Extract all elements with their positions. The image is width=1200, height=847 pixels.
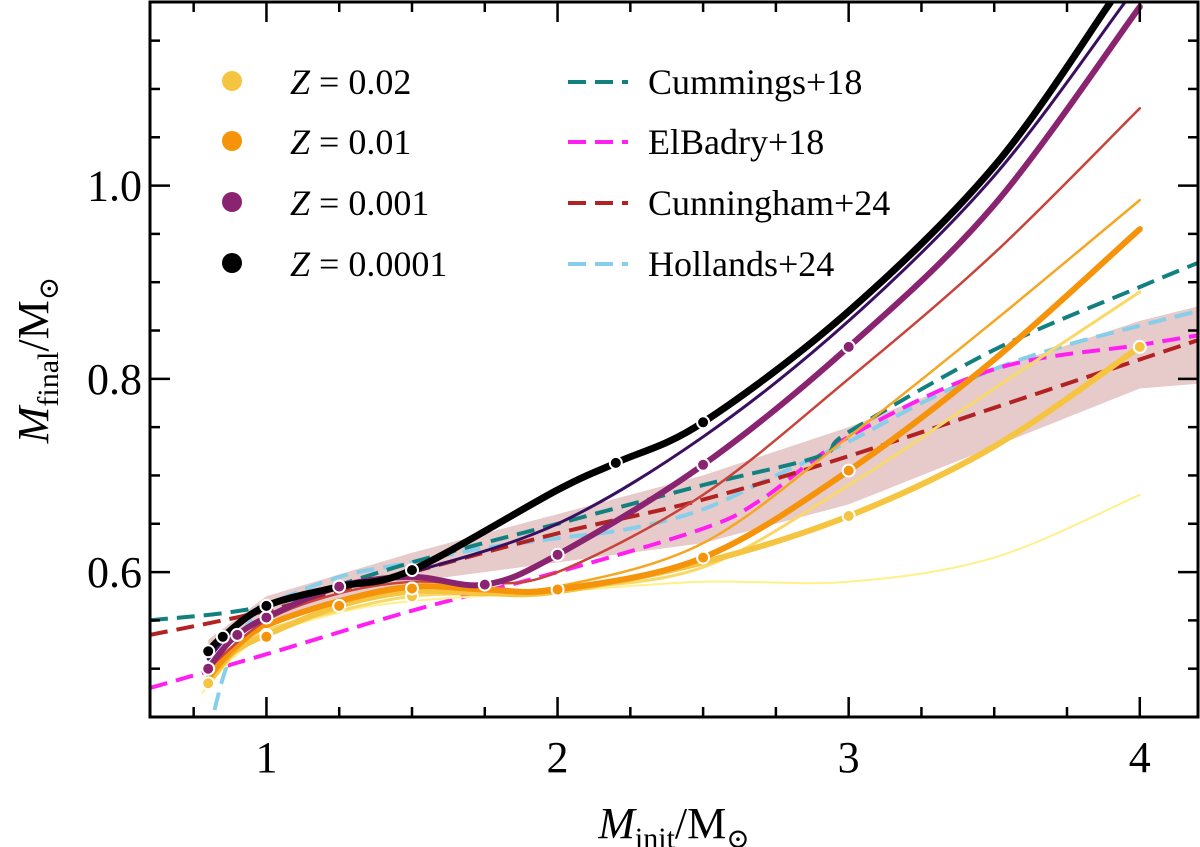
series-line-z-0-001 [205, 3, 1143, 672]
legend-label-cunningham-24: Cunningham+24 [648, 183, 890, 223]
marker-z-0-01 [550, 582, 565, 597]
marker-z-0-01 [332, 598, 347, 613]
y-tick-label: 0.8 [87, 355, 142, 404]
legend-label-z-0-01: Z = 0.01 [290, 122, 411, 162]
marker-z-0-0001 [608, 455, 623, 470]
marker-z-0-01 [259, 629, 274, 644]
marker-z-0-0001 [215, 629, 230, 644]
y-tick-label: 1.0 [87, 162, 142, 211]
marker-z-0-02 [841, 509, 856, 523]
series-line-hollands-24 [210, 309, 1198, 717]
marker-z-0-001 [841, 339, 856, 354]
marker-z-0-001 [259, 610, 274, 625]
legend: Z = 0.02 Z = 0.01 Z = 0.001 Z = 0.0001 Cummi… [222, 62, 890, 284]
marker-z-0-001 [696, 457, 711, 472]
x-tick-label: 2 [547, 733, 569, 782]
legend-marker-z-0-02 [222, 71, 242, 91]
model-lines-layer [201, 2, 1143, 694]
marker-z-0-001 [550, 547, 565, 562]
legend-marker-z-0-01 [222, 131, 242, 151]
ticks-layer: 1 2 3 4 0.6 0.8 1.0 [87, 2, 1198, 782]
marker-z-0-0001 [259, 598, 274, 613]
y-tick-label: 0.6 [87, 548, 142, 597]
x-axis-title: Minit/M⊙ [597, 799, 750, 847]
plot-frame [148, 0, 1200, 719]
x-tick-label: 1 [255, 733, 277, 782]
legend-label-elbadry-18: ElBadry+18 [648, 122, 824, 162]
legend-marker-z-0-0001 [222, 253, 242, 273]
y-axis-title: Mfinal/M⊙ [9, 277, 65, 444]
marker-z-0-001 [477, 577, 492, 592]
legend-label-z-0-02: Z = 0.02 [290, 62, 411, 102]
series-line-z-0-01 [205, 226, 1143, 682]
marker-z-0-02 [201, 676, 216, 691]
legend-label-hollands-24: Hollands+24 [648, 244, 834, 284]
legend-label-cummings-18: Cummings+18 [648, 62, 862, 102]
marker-z-0-001 [332, 579, 347, 594]
legend-label-z-0-0001: Z = 0.0001 [290, 244, 447, 284]
marker-z-0-02 [1132, 339, 1147, 354]
marker-z-0-01 [841, 463, 856, 478]
x-tick-label: 3 [838, 733, 860, 782]
marker-z-0-001 [201, 661, 216, 676]
series-line-z-0-001-thin [206, 107, 1142, 670]
marker-z-0-0001 [201, 644, 216, 659]
x-tick-label: 4 [1129, 733, 1151, 782]
marker-z-0-0001 [405, 563, 419, 578]
marker-z-0-01 [696, 550, 711, 565]
marker-z-0-01 [405, 581, 419, 596]
markers-layer [201, 339, 1147, 691]
legend-label-z-0-001: Z = 0.001 [290, 183, 429, 223]
marker-z-0-001 [230, 627, 245, 642]
series-line-cunningham-24 [150, 338, 1198, 637]
legend-marker-z-0-001 [222, 192, 242, 212]
marker-z-0-0001 [696, 415, 711, 430]
